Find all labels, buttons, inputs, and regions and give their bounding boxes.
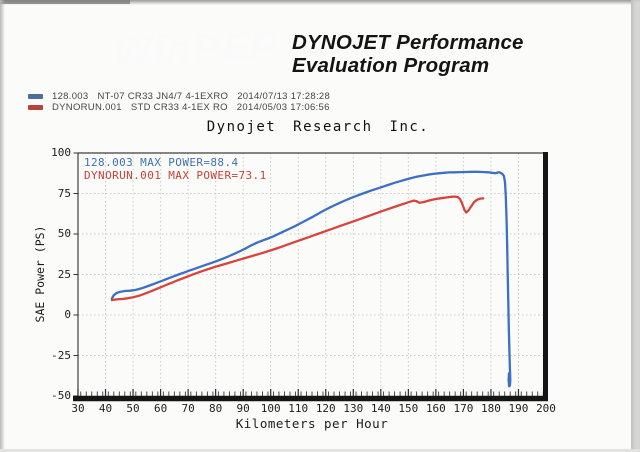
program-title-line1: DYNOJET Performance xyxy=(292,31,524,54)
x-tick-label: 110 xyxy=(288,402,309,415)
y-tick-label: 100 xyxy=(51,146,71,159)
x-tick-label: 30 xyxy=(71,402,85,415)
x-tick-label: 50 xyxy=(126,402,140,415)
run-legend-row: DYNORUN.001 STD CR33 4-1EX RO 2014/05/03… xyxy=(28,101,339,113)
x-tick-label: 140 xyxy=(370,402,391,415)
y-axis-label: SAE Power (PS) xyxy=(33,225,47,323)
x-tick-label: 190 xyxy=(508,402,529,415)
program-title-line2: Evaluation Program xyxy=(292,54,490,77)
series-curve-128-003 xyxy=(110,170,512,388)
chart-title: Dynojet Research Inc. xyxy=(206,119,430,135)
run-description: NT-07 CR33 JN4/7 4-1EXRO xyxy=(97,90,229,102)
scan-edge-left xyxy=(0,0,5,452)
scan-edge-top-left xyxy=(0,0,130,4)
run-color-swatch xyxy=(28,93,43,99)
y-tick-label: 0 xyxy=(64,308,71,321)
run-id: DYNORUN.001 xyxy=(52,101,122,113)
x-tick-label: 150 xyxy=(398,402,419,415)
x-tick-label: 160 xyxy=(425,402,446,415)
y-tick-label: 50 xyxy=(57,227,71,240)
y-tick-label: -50 xyxy=(51,389,71,402)
run-legend: 128.003 NT-07 CR33 JN4/7 4-1EXRO 2014/07… xyxy=(28,91,339,113)
x-tick-label: 70 xyxy=(181,402,195,415)
run-description: STD CR33 4-1EX RO xyxy=(130,101,228,113)
x-tick-label: 170 xyxy=(453,402,474,415)
x-tick-label: 180 xyxy=(481,402,501,415)
plot-legend-run1: 128.003 MAX POWER=88.4 xyxy=(84,156,239,169)
x-tick-label: 200 xyxy=(536,402,556,415)
y-tick-label: 25 xyxy=(57,267,71,281)
run-legend-row: 128.003 NT-07 CR33 JN4/7 4-1EXRO 2014/07… xyxy=(28,90,339,102)
y-tick-label: -25 xyxy=(51,348,71,362)
run-timestamp: 2014/05/03 17:06:56 xyxy=(236,101,330,113)
y-tick-label: 75 xyxy=(57,186,71,200)
run-color-swatch xyxy=(28,104,43,110)
x-tick-label: 40 xyxy=(98,402,113,415)
x-tick-label: 80 xyxy=(209,402,223,415)
plot-legend: 128.003 MAX POWER=88.4 DYNORUN.001 MAX P… xyxy=(84,156,267,182)
x-tick-label: 90 xyxy=(236,402,250,415)
x-axis-label: Kilometers per Hour xyxy=(235,416,389,431)
series-curve-dynorun-001 xyxy=(110,195,485,302)
program-title: DYNOJET Performance Evaluation Program xyxy=(292,31,524,77)
x-tick-label: 130 xyxy=(343,402,364,415)
x-tick-label: 120 xyxy=(315,402,336,415)
run-timestamp: 2014/07/13 17:28:28 xyxy=(237,90,331,102)
plot-legend-run2: DYNORUN.001 MAX POWER=73.1 xyxy=(84,169,267,182)
run-id: 128.003 xyxy=(52,90,89,102)
x-tick-label: 60 xyxy=(153,402,168,415)
x-tick-label: 100 xyxy=(260,402,281,415)
scan-edge-right xyxy=(631,0,640,452)
scan-edge-bottom xyxy=(0,449,640,452)
scan-edge-top xyxy=(0,0,640,5)
